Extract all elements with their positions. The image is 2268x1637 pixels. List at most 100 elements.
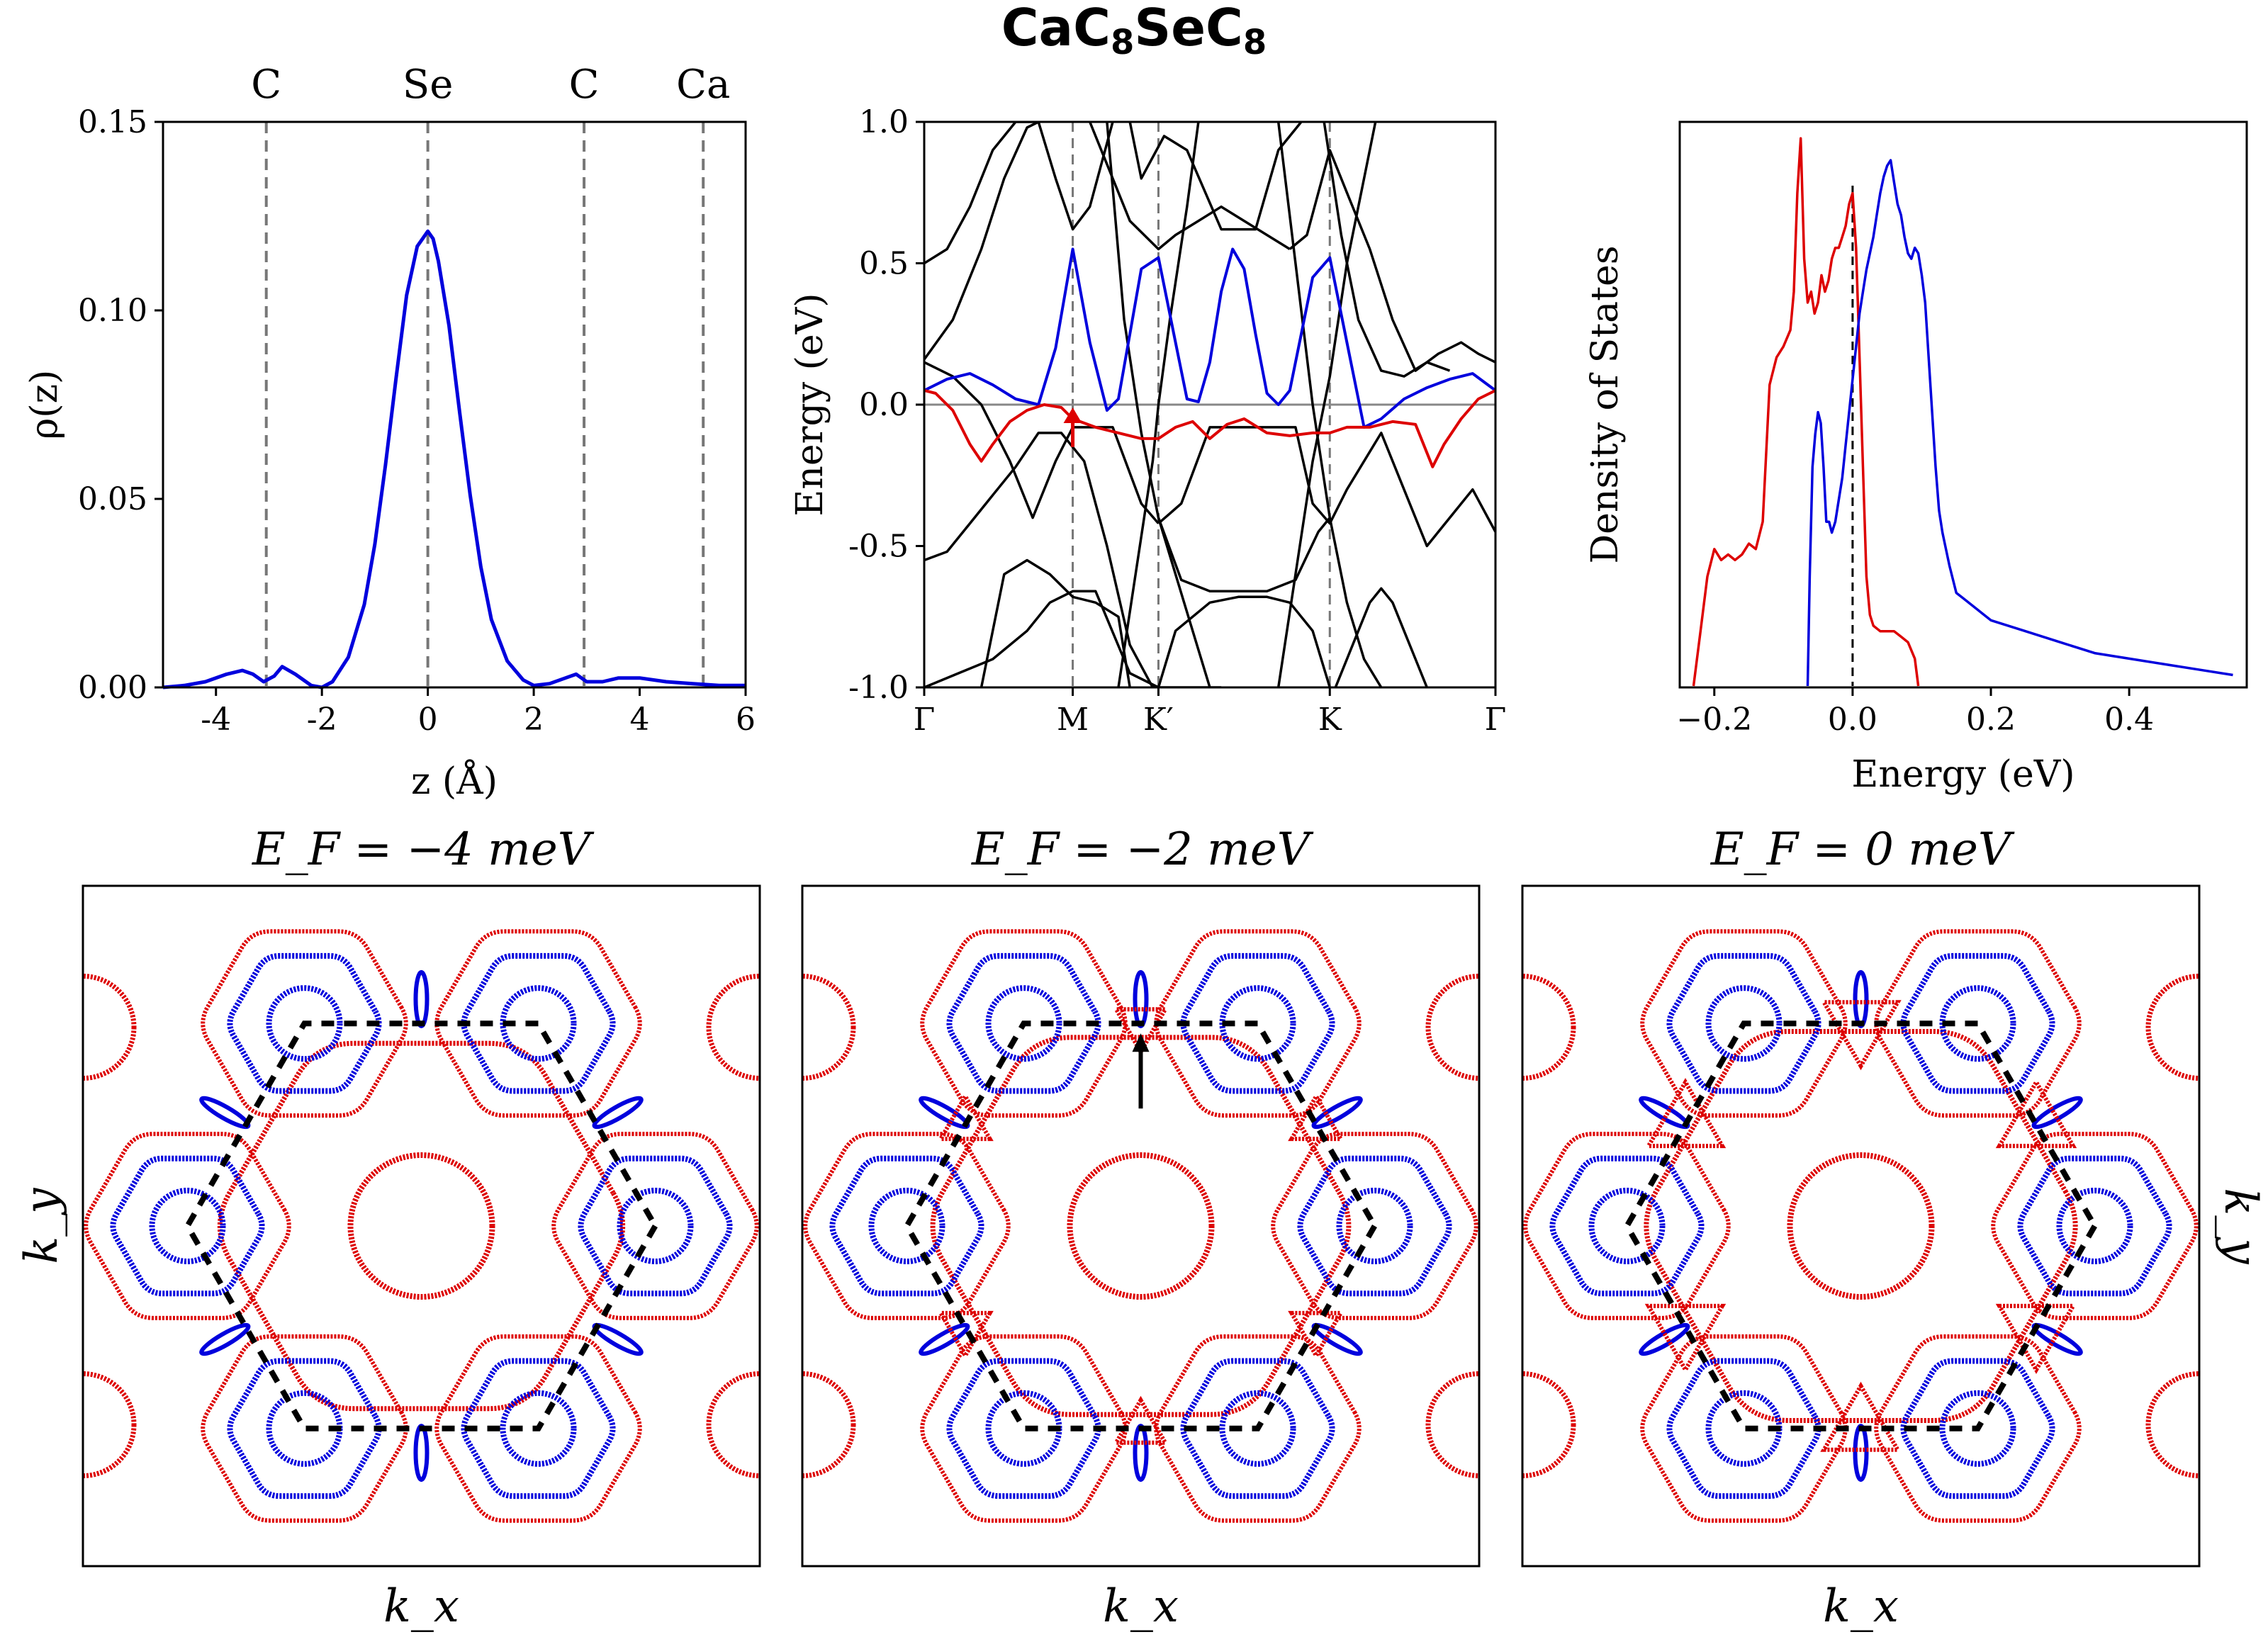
hole-pocket-outer <box>1900 952 2055 1094</box>
hole-pocket-m <box>1853 969 1869 1028</box>
band-line <box>1117 122 1200 687</box>
triangle-electron-pocket <box>1820 1000 1902 1071</box>
triangle-electron-pocket <box>1995 1303 2077 1374</box>
hole-pocket-m <box>199 1322 251 1356</box>
brillouin-zone <box>903 1020 1379 1431</box>
band-line <box>924 122 1039 361</box>
electron-pocket <box>1644 1029 2078 1423</box>
charge-density-frame <box>162 120 747 689</box>
electron-pocket-outer <box>920 929 1128 1118</box>
hole-pocket-m <box>1853 1424 1869 1483</box>
band-line <box>1157 595 1331 687</box>
fermi-surface-panel: E_F = −2 meV k_x <box>801 823 1481 1633</box>
electron-pocket-outer <box>1640 929 1848 1118</box>
band-line <box>1157 517 1331 593</box>
hole-pocket-m <box>413 1424 430 1483</box>
hole-pocket-inner <box>500 1390 577 1467</box>
fermi-surface-ylabel-right: k_y <box>2214 1188 2267 1265</box>
y-tick-label: 0.05 <box>78 481 147 517</box>
k-point-label: M <box>1057 702 1089 738</box>
x-tick-label: -2 <box>307 702 337 738</box>
band-line <box>979 558 1131 687</box>
fermi-surface-ylabel: k_y <box>16 1188 68 1264</box>
electron-pocket-outer <box>1523 1132 1731 1320</box>
x-tick-label: −0.2 <box>1676 702 1752 738</box>
gamma-electron-pocket <box>1787 1152 1935 1300</box>
triangle-electron-pocket <box>1820 1381 1902 1452</box>
k-point-label: K <box>1318 702 1342 738</box>
band-line <box>1289 149 1495 372</box>
atom-label: C <box>569 62 600 108</box>
charge-density-xlabel: z (Å) <box>411 759 498 803</box>
electron-pocket <box>217 1040 626 1412</box>
hole-pocket-inner <box>868 1188 945 1264</box>
band-line <box>1334 587 1428 687</box>
dos-red-curve <box>1692 137 1920 687</box>
fermi-surface-xlabel: k_x <box>1823 1580 1899 1633</box>
dos-frame <box>1678 120 2248 689</box>
x-tick-label: 4 <box>630 702 650 738</box>
y-tick-label: 0.00 <box>78 670 147 706</box>
fermi-surface-title: E_F = −2 meV <box>971 823 1314 876</box>
fermi-surface-title: E_F = −4 meV <box>252 823 595 876</box>
edge-electron-pocket <box>83 1371 137 1478</box>
fermi-surface-frame <box>1521 884 2201 1568</box>
hole-pocket-inner <box>2056 1188 2133 1264</box>
hole-pocket-m <box>413 969 430 1028</box>
fermi-surface-panel: E_F = 0 meV k_x <box>1521 823 2201 1633</box>
y-tick-label: -1.0 <box>848 670 909 706</box>
hole-pocket-m <box>1311 1096 1363 1130</box>
charge-density-ylabel: ρ(z) <box>23 370 66 440</box>
y-tick-label: 0.10 <box>78 293 147 329</box>
electron-pocket-outer <box>201 1334 408 1523</box>
fs-arrow-head <box>1132 1033 1150 1052</box>
hole-pocket-m <box>1639 1322 1690 1356</box>
gamma-electron-pocket <box>347 1152 495 1300</box>
band-line <box>1128 122 1303 231</box>
electron-pocket-outer <box>1874 1334 2082 1523</box>
band-line <box>924 361 1160 524</box>
x-tick-label: 0.2 <box>1966 702 2016 738</box>
x-tick-label: 0.4 <box>2104 702 2154 738</box>
atom-label: Ca <box>676 62 730 108</box>
charge-density-panel: C Se C Ca -4 -2 0 2 4 6 0.00 0.05 0.10 0.15 z (Å) ρ… <box>23 62 756 803</box>
x-tick-label: 0 <box>418 702 438 738</box>
electron-pocket-outer <box>803 1132 1011 1320</box>
y-tick-label: 0.15 <box>78 104 147 140</box>
electron-pocket-outer <box>1991 1132 2199 1320</box>
y-tick-label: -0.5 <box>848 529 909 565</box>
fermi-surface-frame <box>82 884 761 1568</box>
hole-pocket-outer <box>1549 1155 1705 1297</box>
hole-pocket-outer <box>1297 1155 1452 1297</box>
y-tick-label: 0.0 <box>859 387 909 423</box>
band-line <box>1106 122 1211 687</box>
edge-electron-pocket <box>802 974 856 1081</box>
hole-pocket-outer <box>946 1358 1101 1500</box>
hole-pocket-inner <box>1219 1390 1296 1467</box>
hole-pocket-outer <box>461 1358 616 1500</box>
band-line <box>924 590 1160 687</box>
hole-pocket-inner <box>617 1188 694 1264</box>
electron-pocket-outer <box>1154 1334 1362 1523</box>
hole-pocket-outer <box>227 1358 382 1500</box>
brillouin-zone <box>184 1020 659 1431</box>
triangle-electron-pocket <box>1644 1078 1727 1149</box>
figure-title: CaC8SeC8 <box>1001 0 1267 62</box>
hole-pocket-outer <box>1666 1358 1821 1500</box>
hole-pocket-inner <box>1588 1188 1666 1264</box>
hole-pocket-outer <box>2017 1155 2172 1297</box>
fermi-surface-frame <box>801 884 1481 1568</box>
triangle-electron-pocket <box>937 1310 994 1360</box>
hole-pocket-inner <box>266 985 343 1062</box>
fermi-surface-title: E_F = 0 meV <box>1710 823 2015 876</box>
electron-pocket-outer <box>1874 929 2082 1118</box>
band-structure-ylabel: Energy (eV) <box>789 293 831 516</box>
hole-pocket-outer <box>578 1155 733 1297</box>
hole-pocket-inner <box>985 985 1062 1062</box>
dos-ylabel: Density of States <box>1584 245 1627 563</box>
electron-pocket-outer <box>551 1132 759 1320</box>
dos-panel: −0.2 0.0 0.2 0.4 Energy (eV) Density of Sta… <box>1584 120 2248 796</box>
edge-electron-pocket <box>83 974 137 1081</box>
x-tick-label: 6 <box>736 702 756 738</box>
